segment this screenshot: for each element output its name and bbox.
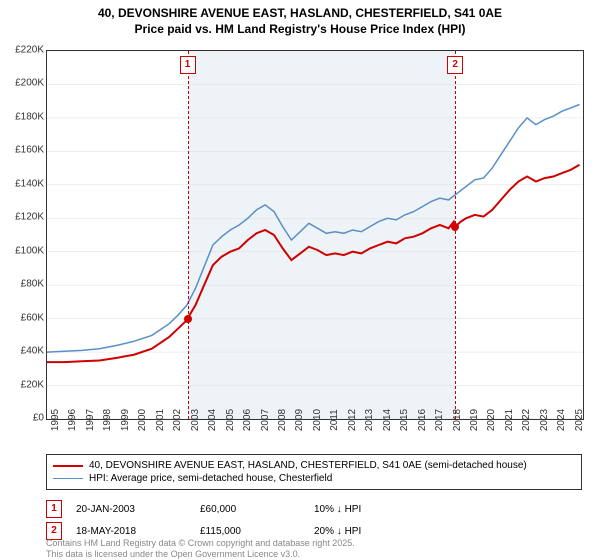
x-tick-label: 2014 bbox=[382, 409, 393, 431]
series-property_price bbox=[47, 165, 580, 362]
x-tick-label: 2006 bbox=[242, 409, 253, 431]
x-tick-label: 1995 bbox=[50, 409, 61, 431]
y-tick-label: £40K bbox=[4, 346, 44, 357]
x-tick-label: 2009 bbox=[294, 409, 305, 431]
x-tick-label: 2005 bbox=[225, 409, 236, 431]
x-tick-label: 2018 bbox=[452, 409, 463, 431]
sale-delta: 20% ↓ HPI bbox=[314, 526, 424, 537]
x-tick-label: 2025 bbox=[574, 409, 585, 431]
chart-svg bbox=[47, 51, 583, 419]
legend-label: HPI: Average price, semi-detached house,… bbox=[89, 473, 332, 484]
y-tick-label: £220K bbox=[4, 45, 44, 56]
plot-area: 12 bbox=[46, 50, 584, 420]
marker-dashed-line bbox=[455, 51, 456, 419]
attribution-line-1: Contains HM Land Registry data © Crown c… bbox=[46, 538, 355, 549]
y-tick-label: £0 bbox=[4, 413, 44, 424]
x-tick-label: 2008 bbox=[277, 409, 288, 431]
x-tick-label: 2003 bbox=[190, 409, 201, 431]
legend-label: 40, DEVONSHIRE AVENUE EAST, HASLAND, CHE… bbox=[89, 460, 527, 471]
sale-delta: 10% ↓ HPI bbox=[314, 504, 424, 515]
x-tick-label: 2016 bbox=[417, 409, 428, 431]
x-tick-label: 2004 bbox=[207, 409, 218, 431]
series-hpi bbox=[47, 105, 580, 353]
y-tick-label: £140K bbox=[4, 178, 44, 189]
legend-item: HPI: Average price, semi-detached house,… bbox=[53, 472, 575, 485]
legend-swatch-icon bbox=[53, 465, 83, 467]
x-tick-label: 2001 bbox=[155, 409, 166, 431]
x-tick-label: 2013 bbox=[364, 409, 375, 431]
x-tick-label: 2023 bbox=[539, 409, 550, 431]
legend-box: 40, DEVONSHIRE AVENUE EAST, HASLAND, CHE… bbox=[46, 454, 582, 490]
y-tick-label: £180K bbox=[4, 111, 44, 122]
sale-price: £115,000 bbox=[200, 526, 300, 537]
y-tick-label: £20K bbox=[4, 379, 44, 390]
sales-table: 120-JAN-2003£60,00010% ↓ HPI218-MAY-2018… bbox=[46, 498, 582, 542]
x-tick-label: 2022 bbox=[521, 409, 532, 431]
marker-label-box: 2 bbox=[447, 56, 463, 74]
sale-point-icon bbox=[451, 223, 459, 231]
legend-item: 40, DEVONSHIRE AVENUE EAST, HASLAND, CHE… bbox=[53, 459, 575, 472]
sale-row: 1 20-JAN-2003 £60,000 10% ↓ HPI bbox=[46, 498, 582, 520]
y-tick-label: £200K bbox=[4, 78, 44, 89]
chart-container: 40, DEVONSHIRE AVENUE EAST, HASLAND, CHE… bbox=[0, 0, 600, 560]
attribution-line-2: This data is licensed under the Open Gov… bbox=[46, 549, 355, 560]
sale-price: £60,000 bbox=[200, 504, 300, 515]
y-tick-label: £100K bbox=[4, 245, 44, 256]
x-tick-label: 1998 bbox=[102, 409, 113, 431]
marker-dashed-line bbox=[188, 51, 189, 419]
x-tick-label: 2024 bbox=[556, 409, 567, 431]
sale-date: 20-JAN-2003 bbox=[76, 504, 186, 515]
series-lines bbox=[47, 105, 580, 363]
x-tick-label: 2020 bbox=[486, 409, 497, 431]
title-line-1: 40, DEVONSHIRE AVENUE EAST, HASLAND, CHE… bbox=[0, 6, 600, 22]
y-tick-label: £120K bbox=[4, 212, 44, 223]
x-tick-label: 2017 bbox=[434, 409, 445, 431]
legend-swatch-icon bbox=[53, 478, 83, 480]
x-tick-label: 2002 bbox=[172, 409, 183, 431]
sale-marker-icon: 1 bbox=[46, 500, 62, 518]
x-tick-label: 1999 bbox=[120, 409, 131, 431]
y-tick-label: £160K bbox=[4, 145, 44, 156]
x-tick-label: 2012 bbox=[347, 409, 358, 431]
x-tick-label: 2000 bbox=[137, 409, 148, 431]
x-tick-label: 2021 bbox=[504, 409, 515, 431]
x-tick-label: 1996 bbox=[67, 409, 78, 431]
x-tick-label: 1997 bbox=[85, 409, 96, 431]
sale-point-icon bbox=[184, 315, 192, 323]
x-tick-label: 2010 bbox=[312, 409, 323, 431]
title-line-2: Price paid vs. HM Land Registry's House … bbox=[0, 22, 600, 38]
x-tick-label: 2007 bbox=[260, 409, 271, 431]
chart-title: 40, DEVONSHIRE AVENUE EAST, HASLAND, CHE… bbox=[0, 0, 600, 37]
sale-date: 18-MAY-2018 bbox=[76, 526, 186, 537]
x-tick-label: 2015 bbox=[399, 409, 410, 431]
x-tick-label: 2019 bbox=[469, 409, 480, 431]
marker-label-box: 1 bbox=[180, 56, 196, 74]
y-tick-label: £80K bbox=[4, 279, 44, 290]
attribution-text: Contains HM Land Registry data © Crown c… bbox=[46, 538, 355, 560]
x-tick-label: 2011 bbox=[329, 409, 340, 431]
y-tick-label: £60K bbox=[4, 312, 44, 323]
gridlines bbox=[47, 51, 583, 419]
